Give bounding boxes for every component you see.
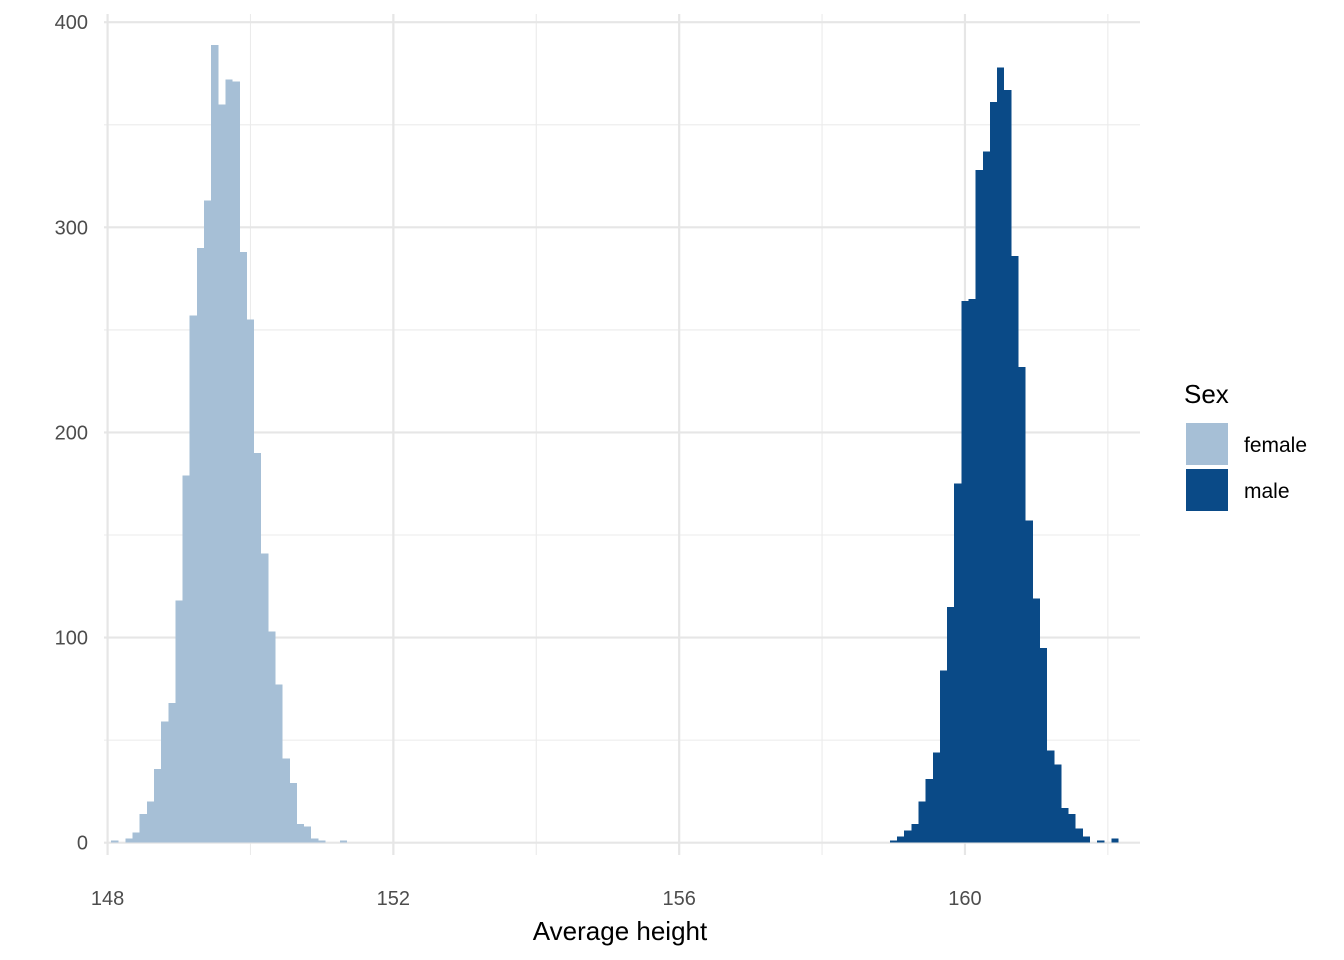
histogram-bar-female [204,200,212,843]
y-tick-label: 0 [77,833,88,855]
histogram-bar-female [111,840,119,843]
histogram-bar-male [968,299,976,843]
x-axis-tick-labels: 148 152 156 160 [91,888,982,910]
legend-items: female male [1186,423,1307,511]
histogram-bar-male [1047,750,1055,843]
histogram-bar-male [1075,828,1083,843]
histogram-bar-female [175,600,183,843]
histogram-bar-female [189,315,197,843]
histogram-bar-male [1082,836,1090,843]
histogram-bar-female [168,703,176,843]
legend-label-female: female [1244,434,1307,457]
histogram-bar-male [1068,813,1076,843]
legend-key-female [1186,423,1228,465]
histogram-bar-female [296,824,305,843]
legend-label-male: male [1244,480,1290,503]
histogram-bar-male [982,151,990,843]
histogram-bar-male [1025,520,1033,843]
histogram-bars [111,44,1119,843]
histogram-bar-male [932,752,940,843]
histogram-bar-female [211,44,219,843]
histogram-bar-male [989,102,998,843]
histogram-bar-female [139,813,147,843]
histogram-bar-female [275,684,283,843]
legend: Sex female male [1184,379,1307,511]
histogram-bar-male [954,483,962,843]
x-tick-label: 148 [91,888,124,910]
histogram-bar-male [1011,256,1019,843]
histogram-bar-female [125,838,133,843]
y-tick-label: 300 [55,217,88,239]
histogram-bar-female [246,319,255,843]
histogram-bar-male [961,301,969,843]
histogram-bar-male [1061,807,1069,843]
y-tick-label: 400 [55,12,88,34]
histogram-bar-male [1111,838,1119,843]
histogram-bar-male [911,824,919,843]
histogram-bar-female [339,840,347,843]
histogram-bar-female [146,801,155,843]
x-tick-label: 152 [377,888,410,910]
histogram-bar-female [232,81,240,843]
histogram-bar-female [318,840,326,843]
histogram-bar-male [1032,598,1040,843]
histogram-bar-male [918,801,926,843]
histogram-bar-male [1039,647,1048,843]
legend-title: Sex [1184,379,1229,409]
histogram-bar-female [311,838,319,843]
histogram-bar-female [218,104,226,843]
histogram-bar-female [182,475,190,843]
histogram-bar-female [239,251,247,843]
histogram-bar-female [161,721,169,843]
histogram-bar-male [904,830,912,843]
x-axis-title: Average height [533,916,708,946]
histogram-bar-female [282,758,290,843]
histogram-bar-female [304,826,312,843]
legend-key-male [1186,469,1228,511]
histogram-bar-male [1054,764,1062,843]
histogram-bar-female [268,631,276,843]
histogram-bar-male [925,779,933,843]
x-tick-label: 160 [948,888,981,910]
histogram-bar-female [154,768,162,843]
histogram-bar-male [997,67,1005,843]
histogram-bar-female [132,832,140,843]
y-axis-tick-labels: 0 100 200 300 400 [55,12,88,854]
histogram-bar-male [975,169,983,843]
histogram-bar-male [939,670,948,843]
histogram-bar-female [225,79,233,843]
histogram-bar-female [261,553,269,843]
histogram-bar-male [1004,89,1012,843]
histogram-bar-female [254,452,262,843]
y-tick-label: 200 [55,422,88,444]
x-tick-label: 156 [662,888,695,910]
histogram-bar-male [947,606,955,843]
grid-major [104,14,1140,855]
histogram-bar-male [1097,840,1105,843]
y-tick-label: 100 [55,628,88,650]
histogram-bar-female [289,783,297,843]
histogram-bar-male [1018,366,1026,843]
histogram-bar-female [196,247,205,843]
histogram-bar-male [889,840,898,843]
histogram-bar-male [897,836,905,843]
